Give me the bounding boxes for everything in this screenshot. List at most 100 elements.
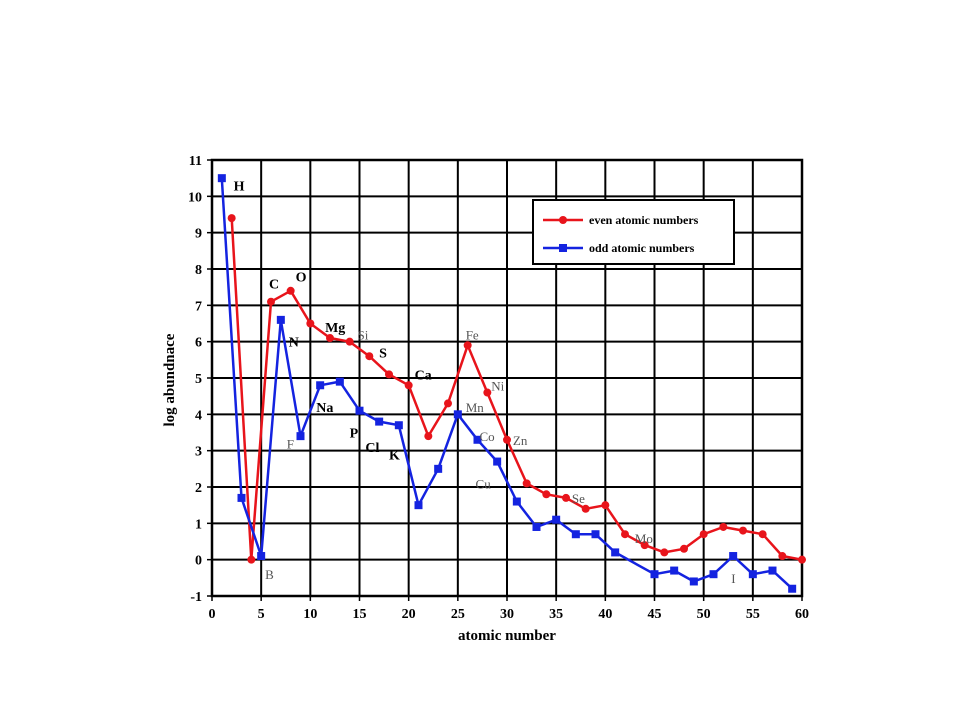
data-point-even [798, 555, 806, 564]
element-label: C [269, 278, 279, 293]
element-label: P [350, 427, 359, 442]
x-tick-label: 50 [697, 607, 711, 622]
data-point-odd [355, 406, 364, 415]
data-point-even [562, 493, 570, 502]
x-tick-label: 20 [402, 607, 416, 622]
y-tick-label: 1 [195, 517, 202, 532]
data-point-even [503, 435, 511, 444]
element-label: Ca [415, 368, 432, 383]
x-tick-label: 5 [258, 607, 265, 622]
data-point-even [581, 504, 590, 513]
data-point-even [739, 526, 747, 535]
data-point-odd [788, 584, 797, 593]
data-point-even [365, 352, 374, 361]
element-label: Si [358, 327, 369, 342]
x-tick-label: 25 [451, 607, 465, 622]
y-tick-label: 9 [195, 227, 202, 242]
data-point-even [326, 334, 334, 343]
data-point-odd [237, 493, 246, 502]
data-point-even [306, 319, 315, 328]
x-tick-label: 10 [303, 607, 317, 622]
data-point-odd [434, 464, 443, 473]
element-label: B [265, 567, 274, 582]
element-label: Mo [635, 531, 653, 546]
element-label: I [731, 571, 735, 586]
data-point-even [699, 530, 708, 539]
data-point-even [424, 432, 433, 441]
y-tick-label: -1 [190, 590, 202, 605]
y-tick-label: 3 [195, 445, 202, 460]
data-point-odd [768, 566, 777, 575]
element-label: Mn [466, 400, 485, 415]
data-point-odd [729, 552, 738, 561]
element-label: Ni [491, 378, 504, 393]
element-label: Na [316, 401, 333, 416]
legend-label-even: even atomic numbers [589, 213, 699, 227]
data-point-odd [493, 457, 502, 466]
plot-frame [210, 158, 804, 598]
element-label: Se [572, 491, 585, 506]
data-point-even [483, 388, 492, 397]
data-point-even [227, 214, 236, 223]
x-tick-label: 55 [746, 607, 760, 622]
y-tick-label: 4 [195, 408, 202, 423]
y-tick-label: 7 [195, 299, 202, 314]
data-point-odd [276, 315, 285, 324]
data-point-even [621, 530, 629, 539]
data-point-even [286, 286, 295, 295]
y-tick-label: 5 [195, 372, 202, 387]
data-point-even [267, 297, 275, 306]
y-tick-label: 2 [195, 481, 202, 496]
data-point-odd [650, 570, 659, 579]
element-label: Fe [466, 327, 479, 342]
data-point-even [444, 399, 452, 408]
data-point-even [247, 555, 256, 564]
data-point-odd [689, 577, 698, 586]
data-point-odd [453, 410, 462, 419]
x-tick-label: 45 [648, 607, 662, 622]
x-tick-label: 60 [795, 607, 809, 622]
data-point-even [542, 490, 551, 499]
element-label: H [234, 179, 245, 194]
legend: even atomic numbers odd atomic numbers [532, 199, 735, 265]
element-label: K [389, 448, 400, 463]
data-point-odd [394, 421, 403, 430]
data-point-odd [217, 174, 226, 183]
x-tick-label: 35 [549, 607, 563, 622]
data-point-odd [591, 530, 600, 539]
data-point-odd [473, 435, 482, 444]
y-tick-label: 0 [195, 554, 202, 569]
y-tick-label: 11 [189, 154, 202, 169]
data-point-odd [532, 522, 541, 531]
element-label: S [379, 347, 387, 362]
data-point-even [660, 548, 669, 557]
element-label: Co [479, 429, 494, 444]
y-tick-label: 10 [188, 190, 202, 205]
legend-label-odd: odd atomic numbers [589, 241, 695, 255]
data-point-even [345, 337, 354, 346]
data-point-even [640, 541, 649, 550]
data-point-odd [709, 570, 718, 579]
series [217, 174, 806, 593]
x-axis-title: atomic number [458, 628, 556, 644]
data-point-even [719, 522, 728, 531]
element-label: Zn [513, 433, 528, 448]
legend-marker-odd [559, 244, 567, 252]
y-tick-label: 8 [195, 263, 202, 278]
x-tick-label: 15 [353, 607, 367, 622]
element-label: Cu [476, 476, 492, 491]
element-label: O [296, 270, 307, 285]
data-point-odd [257, 552, 266, 561]
data-point-even [404, 381, 413, 390]
y-axis-title: log abundnace [162, 333, 178, 426]
data-point-even [680, 544, 688, 553]
data-point-even [385, 370, 393, 379]
element-label: Mg [325, 321, 345, 336]
legend-box [532, 199, 735, 265]
data-point-odd [375, 417, 384, 426]
data-point-odd [512, 497, 521, 506]
y-tick-label: 6 [195, 336, 202, 351]
data-point-odd [670, 566, 679, 575]
